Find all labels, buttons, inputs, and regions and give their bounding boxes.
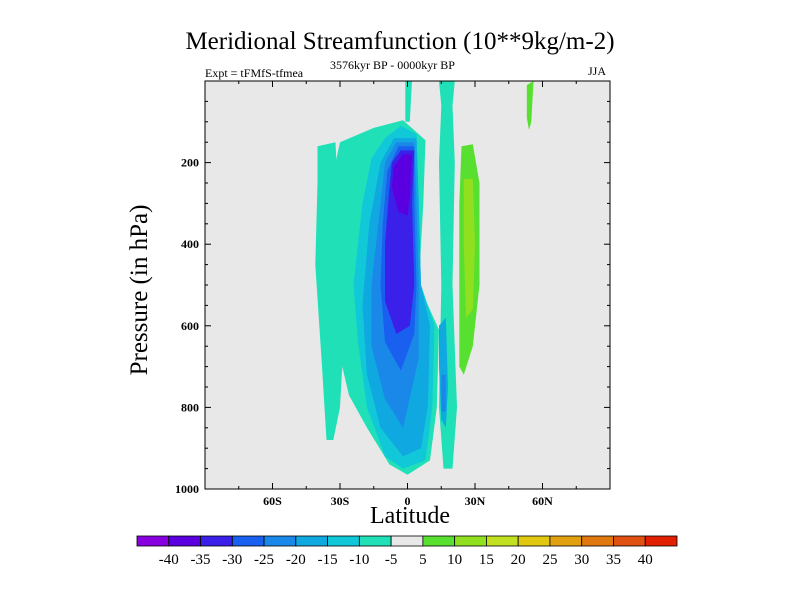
colorbar-label: 25 [542, 552, 557, 568]
colorbar-label: -35 [191, 552, 211, 568]
colorbar-swatch-5 [295, 535, 328, 547]
colorbar-swatch-3 [231, 535, 265, 547]
colorbar-swatch-6 [327, 535, 360, 547]
colorbar-swatch-10 [454, 535, 487, 547]
contour-region-9 [391, 154, 412, 216]
colorbar-swatch-14 [581, 535, 614, 547]
x-tick-label: 60N [532, 494, 553, 508]
colorbar-label: 5 [419, 552, 427, 568]
time-range-label: 3576kyr BP - 0000kyr BP [330, 58, 455, 72]
x-tick-label: 30N [465, 494, 486, 508]
colorbar-label: -20 [286, 552, 306, 568]
x-tick-label: 60S [263, 494, 282, 508]
y-tick-label: 1000 [175, 482, 199, 496]
axes: 60S 30S 0 30N 60N 200 400 600 800 1000 [175, 81, 610, 508]
y-tick-label: 200 [181, 156, 199, 170]
colorbar-label: 20 [511, 552, 526, 568]
colorbar-label: 35 [606, 552, 621, 568]
colorbar-swatch-8 [390, 535, 424, 547]
colorbar-swatch-11 [486, 535, 519, 547]
y-tick-label: 400 [181, 237, 199, 251]
colorbar-swatch-15 [613, 535, 646, 547]
colorbar-swatch-9 [422, 535, 456, 547]
contour-region-2 [405, 81, 412, 122]
colorbar-label: 10 [447, 552, 462, 568]
colorbar-label: 40 [638, 552, 653, 568]
experiment-label: Expt = tFMfS-tfmea [205, 66, 304, 80]
colorbar-label: -25 [254, 552, 274, 568]
colorbar-swatch-4 [263, 535, 297, 547]
x-axis-label: Latitude [370, 503, 450, 529]
x-tick-label: 30S [331, 494, 350, 508]
colorbar: -40 -35 -30 -25 -20 -15 -10 -5 5 10 15 20 25 30 35 40 [136, 535, 678, 568]
colorbar-swatch-16 [644, 535, 678, 547]
contour-region-13 [463, 178, 475, 318]
contour-region-1 [315, 142, 345, 440]
colorbar-label: -10 [349, 552, 369, 568]
colorbar-label: 15 [479, 552, 494, 568]
colorbar-swatch-7 [358, 535, 392, 547]
colorbar-swatch-13 [549, 535, 583, 547]
x-tick-label: 0 [405, 494, 411, 508]
colorbar-swatch-2 [200, 535, 233, 547]
chart-title: Meridional Streamfunction (10**9kg/m-2) [185, 28, 615, 55]
colorbar-swatch-1 [168, 535, 201, 547]
contour-region-11 [441, 374, 446, 412]
colorbar-swatch-0 [136, 535, 170, 547]
season-label: JJA [588, 64, 607, 78]
colorbar-swatch-12 [517, 535, 551, 547]
colorbar-label: -15 [318, 552, 338, 568]
colorbar-label: -30 [222, 552, 242, 568]
y-tick-label: 800 [181, 400, 199, 414]
colorbar-label: -40 [159, 552, 179, 568]
colorbar-label: -5 [385, 552, 398, 568]
y-tick-label: 600 [181, 319, 199, 333]
contour-region-14 [526, 81, 534, 130]
contour-layer [315, 81, 534, 475]
colorbar-label: 30 [574, 552, 589, 568]
